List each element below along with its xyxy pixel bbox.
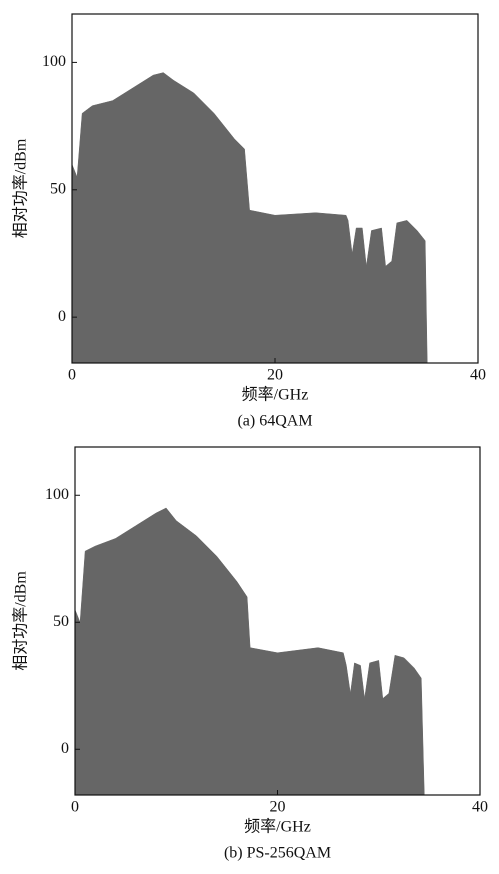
y-tick-label: 0 [58, 308, 66, 325]
x-tick-label: 0 [71, 799, 79, 816]
x-tick-label: 40 [472, 799, 488, 816]
x-tick-label: 0 [68, 367, 76, 384]
y-tick-label: 50 [53, 613, 69, 630]
spectrum-area [71, 72, 428, 364]
x-tick-label: 40 [470, 367, 486, 384]
x-tick-label: 20 [267, 367, 283, 384]
y-axis-label: 相对功率/dBm [12, 138, 30, 238]
x-axis-label: 频率/GHz [242, 386, 309, 404]
x-tick-label: 20 [270, 799, 286, 816]
x-axis-label: 频率/GHz [244, 818, 311, 836]
y-tick-label: 100 [42, 53, 66, 70]
y-tick-label: 0 [61, 740, 69, 757]
spectrum-area [74, 507, 425, 796]
caption: (b) PS-256QAM [224, 845, 331, 862]
y-tick-label: 100 [45, 486, 69, 503]
caption: (a) 64QAM [237, 413, 312, 430]
y-axis-label: 相对功率/dBm [12, 571, 30, 671]
y-tick-label: 50 [50, 180, 66, 197]
